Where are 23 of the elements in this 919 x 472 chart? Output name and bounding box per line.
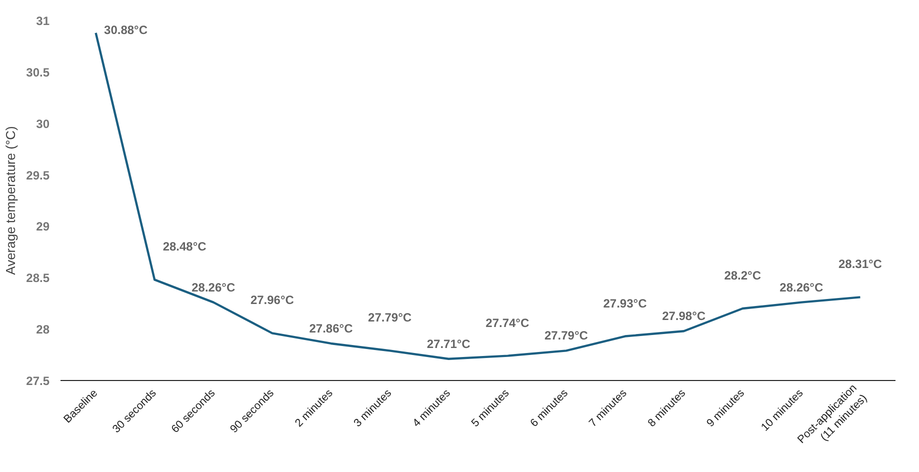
data-label: 27.74°C	[486, 316, 530, 330]
data-label: 28.48°C	[162, 240, 207, 254]
data-label: 27.79°C	[368, 310, 412, 325]
data-label: 27.79°C	[544, 328, 588, 343]
data-label: 27.93°C	[603, 296, 648, 310]
data-label: 28.26°C	[780, 280, 824, 294]
data-label: 30.88°C	[104, 22, 148, 37]
data-label: 28.31°C	[838, 257, 882, 272]
y-tick-label: 29	[36, 220, 50, 234]
y-tick-label: 30.5	[26, 65, 50, 80]
data-label: 27.71°C	[426, 336, 471, 351]
y-tick-label: 27.5	[26, 374, 50, 388]
y-tick-label: 30	[36, 116, 50, 131]
data-label: 28.26°C	[192, 280, 236, 294]
y-tick-label: 28.5	[26, 271, 50, 286]
data-label: 28.2°C	[724, 268, 762, 282]
y-tick-label: 29.5	[26, 168, 50, 182]
data-label: 27.98°C	[662, 309, 706, 324]
y-axis-title: Average temperature (°C)	[3, 126, 18, 275]
data-label: 27.86°C	[309, 321, 354, 336]
data-label: 27.96°C	[250, 293, 294, 308]
y-tick-label: 28	[36, 322, 50, 337]
y-tick-label: 31	[36, 14, 50, 28]
